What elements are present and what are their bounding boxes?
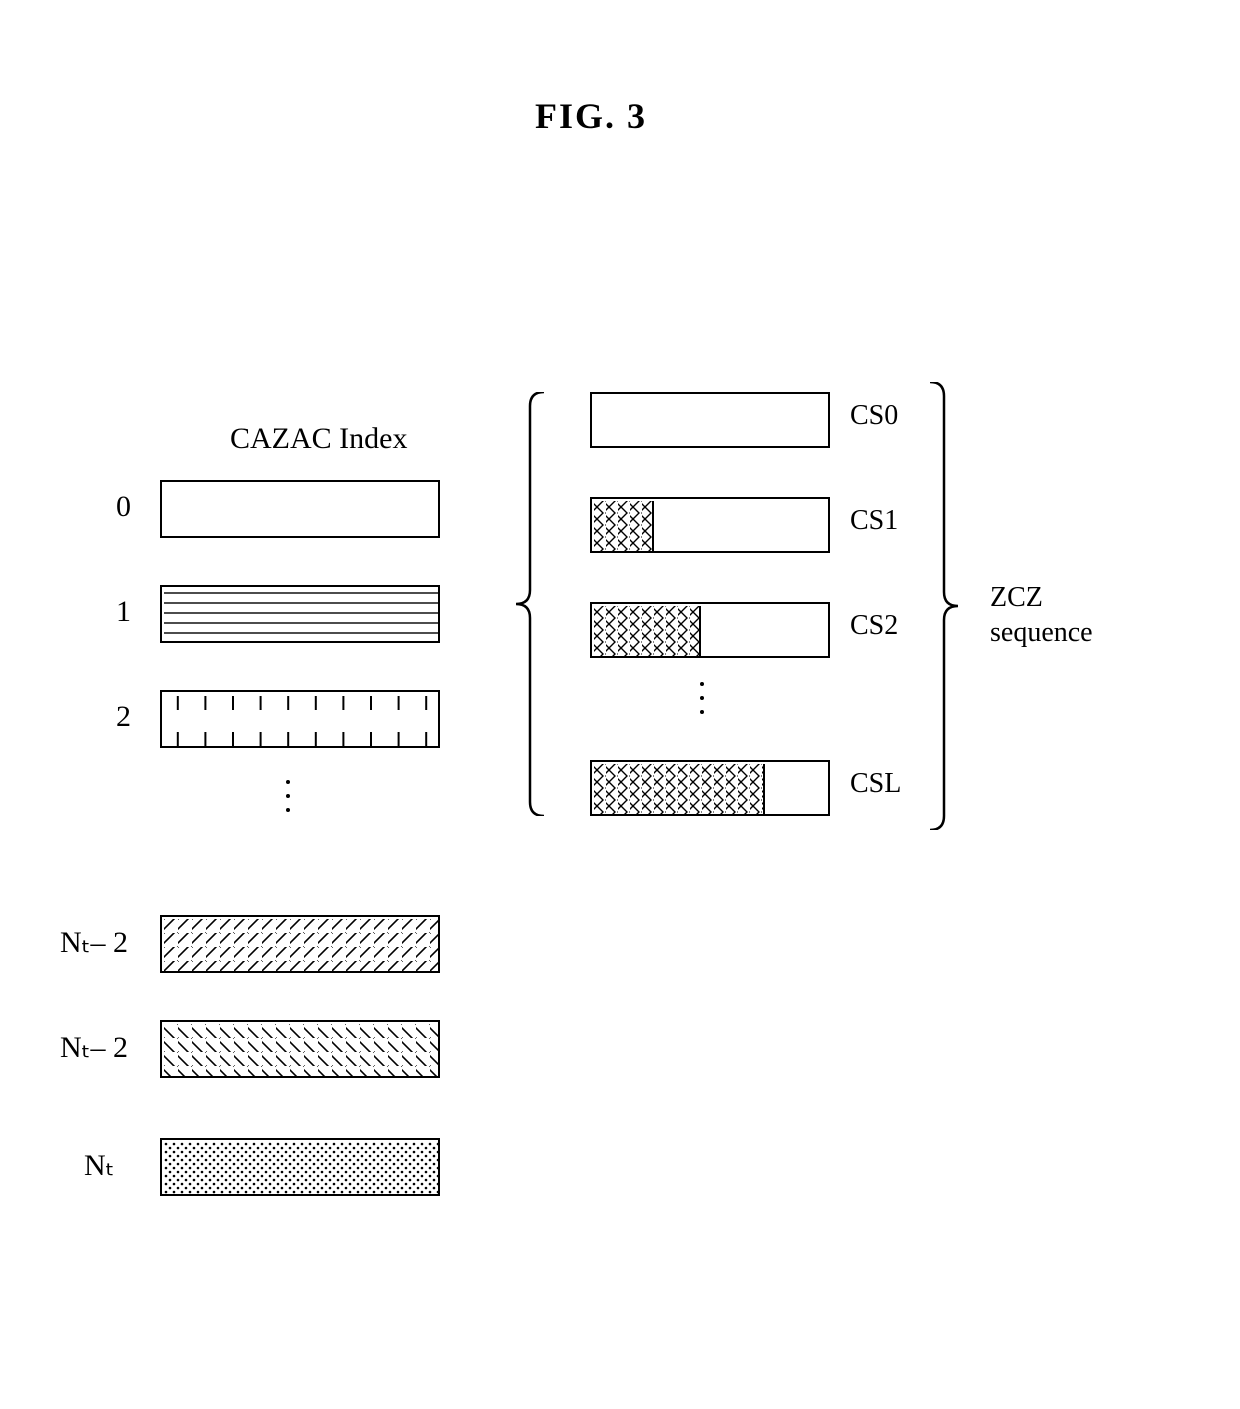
cyclic-shift-label: CS1	[850, 505, 898, 537]
cazac-sequence-box	[160, 585, 440, 643]
curly-brace	[500, 392, 564, 816]
cazac-index-label: 2	[116, 700, 131, 734]
cazac-index-label: Nₜ– 2	[60, 1030, 128, 1065]
cyclic-shift-label: CSL	[850, 768, 901, 800]
cazac-sequence-box	[160, 1138, 440, 1196]
zcz-sequence-box	[590, 760, 830, 816]
cazac-sequence-box	[160, 1020, 440, 1078]
cazac-sequence-box	[160, 690, 440, 748]
cazac-index-label: 0	[116, 490, 131, 524]
zcz-sequence-label: ZCZ sequence	[990, 580, 1093, 650]
zcz-sequence-box	[590, 497, 830, 553]
figure-title: FIG. 3	[535, 95, 647, 137]
zcz-sequence-box	[590, 392, 830, 448]
vertical-ellipsis	[286, 780, 290, 812]
zcz-sequence-box	[590, 602, 830, 658]
curly-brace	[930, 382, 994, 830]
cyclic-shift-label: CS2	[850, 610, 898, 642]
cazac-index-label: Nₜ– 2	[60, 925, 128, 960]
cyclic-shift-label: CS0	[850, 400, 898, 432]
vertical-ellipsis	[700, 682, 704, 714]
cazac-index-header: CAZAC Index	[230, 422, 407, 456]
cazac-index-label: 1	[116, 595, 131, 629]
cazac-sequence-box	[160, 480, 440, 538]
cazac-sequence-box	[160, 915, 440, 973]
cazac-index-label: Nₜ	[84, 1148, 115, 1183]
